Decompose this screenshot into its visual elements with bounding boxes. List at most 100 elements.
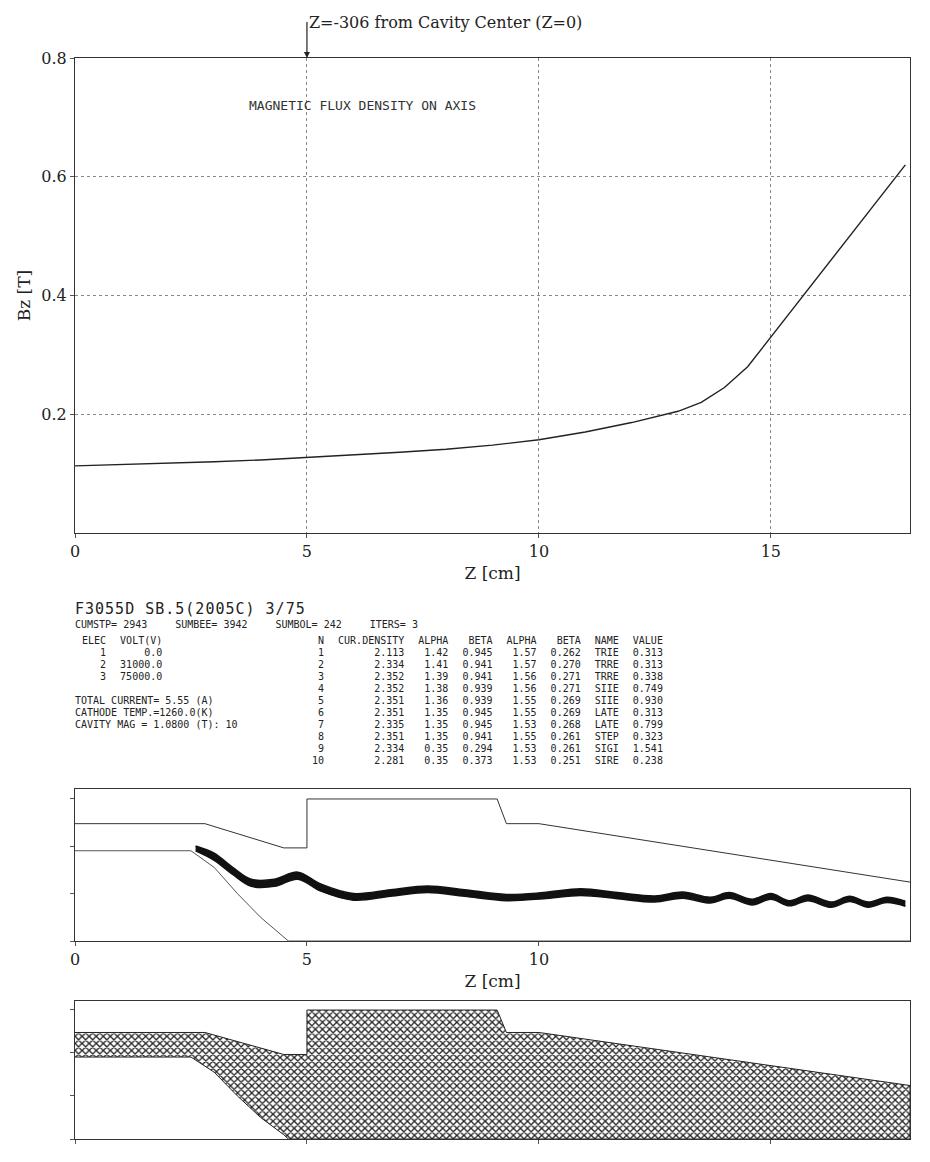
html-text:SIIE: SIIE: [594, 695, 619, 706]
html-text:VOLT(V): VOLT(V): [120, 635, 163, 646]
html-text:0.313: 0.313: [632, 647, 663, 658]
html-text:VALUE: VALUE: [632, 635, 663, 646]
html-text:1.41: 1.41: [424, 659, 449, 670]
html-text:CUMSTP= 2943: CUMSTP= 2943: [75, 619, 148, 630]
svg-text:Z [cm]: Z [cm]: [464, 563, 520, 583]
html-text:0.945: 0.945: [462, 707, 493, 718]
html-text:1.55: 1.55: [512, 731, 537, 742]
html-text:2.334: 2.334: [374, 743, 405, 754]
html-text:0.0: 0.0: [144, 647, 163, 658]
svg-text:10: 10: [529, 950, 549, 969]
html-text:0.941: 0.941: [462, 671, 493, 682]
html-text:0.262: 0.262: [550, 647, 581, 658]
svg-text:0.2: 0.2: [41, 405, 66, 424]
html-text:LATE: LATE: [594, 719, 619, 730]
html-text:1.36: 1.36: [424, 695, 449, 706]
html-text:0.945: 0.945: [462, 719, 493, 730]
html-text:ELEC: ELEC: [82, 635, 107, 646]
html-text:0.261: 0.261: [550, 731, 581, 742]
html-text:0.269: 0.269: [550, 707, 581, 718]
html-text:2.351: 2.351: [374, 707, 405, 718]
html-text:CATHODE TEMP.=1260.0(K): CATHODE TEMP.=1260.0(K): [75, 707, 214, 718]
html-text:SUMBOL= 242: SUMBOL= 242: [275, 619, 342, 630]
html-text:2.334: 2.334: [374, 659, 405, 670]
html-text:1.53: 1.53: [512, 719, 537, 730]
html-text:1.541: 1.541: [632, 743, 663, 754]
html-text:0.749: 0.749: [632, 683, 663, 694]
html-text:NAME: NAME: [594, 635, 619, 646]
html-text:STEP: STEP: [594, 731, 619, 742]
svg-text:Bz [T]: Bz [T]: [14, 270, 34, 321]
html-text:1.35: 1.35: [424, 731, 449, 742]
html-text:0.35: 0.35: [424, 743, 449, 754]
html-text:CUR.DENSITY: CUR.DENSITY: [338, 635, 405, 646]
svg-text:10: 10: [529, 542, 549, 561]
html-text:TRIE: TRIE: [594, 647, 619, 658]
html-text:ALPHA: ALPHA: [506, 635, 537, 646]
svg-text:0.4: 0.4: [41, 286, 66, 305]
svg-text:Z=-306 from Cavity Center (Z=0: Z=-306 from Cavity Center (Z=0): [309, 13, 582, 32]
html-text:1.55: 1.55: [512, 695, 537, 706]
html-text:31000.0: 31000.0: [120, 659, 163, 670]
html-text:0.313: 0.313: [632, 707, 663, 718]
html-text:2.113: 2.113: [374, 647, 405, 658]
svg-text:5: 5: [302, 542, 312, 561]
html-text:2.352: 2.352: [374, 671, 405, 682]
html-text:0.338: 0.338: [632, 671, 663, 682]
html-text:ALPHA: ALPHA: [418, 635, 449, 646]
html-text:0.939: 0.939: [462, 695, 493, 706]
html-text:0.799: 0.799: [632, 719, 663, 730]
html-text:0.271: 0.271: [550, 671, 581, 682]
html-text:0.261: 0.261: [550, 743, 581, 754]
svg-text:0: 0: [70, 950, 80, 969]
html-text:0.268: 0.268: [550, 719, 581, 730]
html-text:BETA: BETA: [556, 635, 581, 646]
html-text:TRRE: TRRE: [594, 659, 619, 670]
html-text:BETA: BETA: [468, 635, 493, 646]
html-text:SUMBEE= 3942: SUMBEE= 3942: [175, 619, 248, 630]
html-text:0.294: 0.294: [462, 743, 493, 754]
svg-text:Z [cm]: Z [cm]: [464, 971, 520, 991]
html-text:1.35: 1.35: [424, 707, 449, 718]
html-text:0.941: 0.941: [462, 731, 493, 742]
html-text:1.42: 1.42: [424, 647, 449, 658]
html-text:1.39: 1.39: [424, 671, 449, 682]
html-text:F3055D SB.5(2005C) 3/75: F3055D SB.5(2005C) 3/75: [75, 600, 306, 618]
html-text:TRRE: TRRE: [594, 671, 619, 682]
html-text:SIIE: SIIE: [594, 683, 619, 694]
html-text:0.930: 0.930: [632, 695, 663, 706]
html-text:0.270: 0.270: [550, 659, 581, 670]
html-text:1.53: 1.53: [512, 743, 537, 754]
svg-text:0.6: 0.6: [41, 167, 66, 186]
html-text:1.57: 1.57: [512, 647, 537, 658]
html-text:75000.0: 75000.0: [120, 671, 163, 682]
html-text:2.352: 2.352: [374, 683, 405, 694]
html-text:ITERS= 3: ITERS= 3: [369, 619, 418, 630]
html-text:SIGI: SIGI: [594, 743, 619, 754]
html-text:1.56: 1.56: [512, 671, 537, 682]
svg-text:0.8: 0.8: [41, 49, 66, 68]
svg-text:15: 15: [761, 542, 781, 561]
html-text:0.323: 0.323: [632, 731, 663, 742]
html-text:10: 10: [312, 755, 324, 766]
html-text:LATE: LATE: [594, 707, 619, 718]
svg-text:5: 5: [302, 950, 312, 969]
html-text:2.351: 2.351: [374, 695, 405, 706]
html-text:2.335: 2.335: [374, 719, 405, 730]
html-text:1.38: 1.38: [424, 683, 449, 694]
html-text:0.939: 0.939: [462, 683, 493, 694]
html-text:1.56: 1.56: [512, 683, 537, 694]
html-text:2.351: 2.351: [374, 731, 405, 742]
svg-text:0: 0: [70, 542, 80, 561]
html-text:0.269: 0.269: [550, 695, 581, 706]
html-text:0.313: 0.313: [632, 659, 663, 670]
html-text:1.55: 1.55: [512, 707, 537, 718]
html-text:1.57: 1.57: [512, 659, 537, 670]
html-text:CAVITY MAG = 1.0800 (T): 10: CAVITY MAG = 1.0800 (T): 10: [75, 719, 238, 730]
html-text:0.941: 0.941: [462, 659, 493, 670]
html-text:TOTAL CURRENT= 5.55 (A): TOTAL CURRENT= 5.55 (A): [75, 695, 214, 706]
html-text:0.945: 0.945: [462, 647, 493, 658]
html-text:1.35: 1.35: [424, 719, 449, 730]
svg-text:MAGNETIC FLUX DENSITY ON AXIS: MAGNETIC FLUX DENSITY ON AXIS: [249, 98, 476, 113]
html-text:0.271: 0.271: [550, 683, 581, 694]
